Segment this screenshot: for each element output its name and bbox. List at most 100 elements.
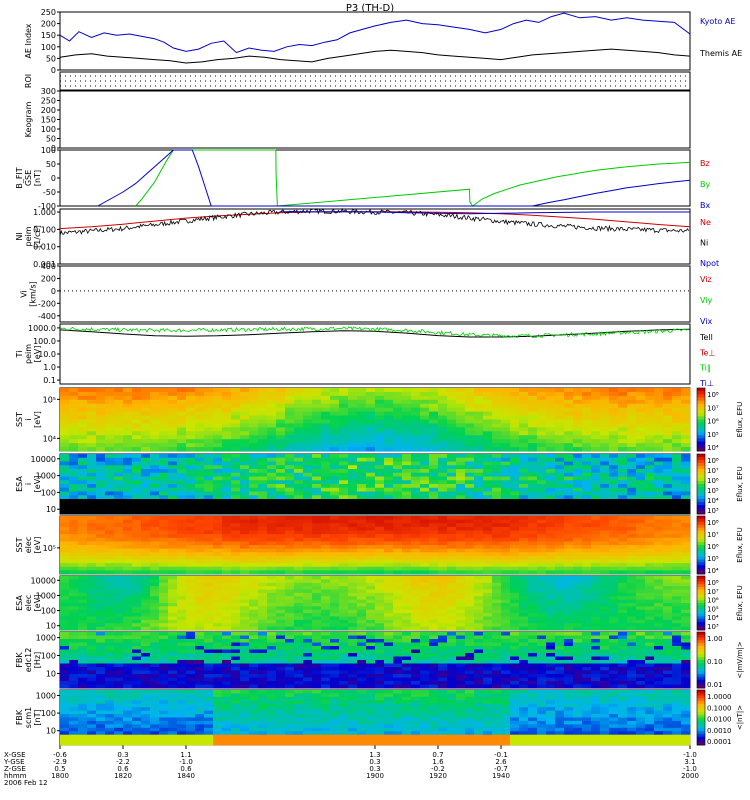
spectrogram-cell xyxy=(447,599,457,604)
spectrogram-cell xyxy=(402,415,412,420)
spectrogram-cell xyxy=(384,599,394,604)
spectrogram-cell xyxy=(636,548,646,553)
spectrogram-cell xyxy=(204,530,214,535)
spectrogram-cell xyxy=(645,626,655,631)
spectrogram-cell xyxy=(231,670,241,675)
spectrogram-cell xyxy=(186,506,196,511)
spectrogram-cell xyxy=(609,548,619,553)
spectrogram-cell xyxy=(420,519,430,524)
spectrogram-cell xyxy=(78,407,88,413)
spectrogram-cell xyxy=(501,586,511,590)
spectrogram-cell xyxy=(222,619,232,624)
spectrogram-cell xyxy=(141,447,151,452)
spectrogram-cell xyxy=(159,476,169,481)
spectrogram-cell xyxy=(348,579,358,584)
spectrogram-cell xyxy=(231,619,241,624)
spectrogram-cell xyxy=(177,447,187,452)
spectrogram-cell xyxy=(105,548,115,553)
spectrogram-cell xyxy=(510,523,520,528)
spectrogram-cell xyxy=(456,403,466,409)
spectrogram-cell xyxy=(330,555,340,560)
spectrogram-cell xyxy=(123,487,133,492)
spectrogram-cell xyxy=(564,537,574,542)
spectrogram-cell xyxy=(474,423,484,428)
spectrogram-cell xyxy=(393,472,403,477)
spectrogram-cell xyxy=(465,447,475,452)
spectrogram-cell xyxy=(447,388,457,393)
spectrogram-cell xyxy=(96,579,106,584)
spectrogram-cell xyxy=(258,616,268,621)
spectrogram-cell xyxy=(69,576,79,580)
spectrogram-cell xyxy=(348,570,358,575)
spectrogram-cell xyxy=(78,606,88,611)
spectrogram-cell xyxy=(492,516,502,521)
spectrogram-cell xyxy=(60,454,70,459)
spectrogram-cell xyxy=(150,495,160,500)
spectrogram-cell xyxy=(645,623,655,628)
spectrogram-cell xyxy=(654,435,664,440)
spectrogram-cell xyxy=(528,606,538,611)
spectrogram-cell xyxy=(267,589,277,594)
spectrogram-cell xyxy=(654,491,664,496)
spectrogram-cell xyxy=(249,523,259,528)
spectrogram-cell xyxy=(150,681,160,685)
spectrogram-cell xyxy=(114,545,124,550)
spectrogram-cell xyxy=(339,523,349,528)
spectrogram-cell xyxy=(366,619,376,624)
spectrogram-cell xyxy=(528,586,538,590)
spectrogram-cell xyxy=(564,457,574,462)
spectrogram-cell xyxy=(492,592,502,597)
spectrogram-cell xyxy=(501,443,511,448)
spectrogram-cell xyxy=(321,399,331,405)
spectrogram-cell xyxy=(231,576,241,580)
spectrogram-cell xyxy=(240,391,250,397)
spectrogram-cell xyxy=(213,606,223,611)
spectrogram-cell xyxy=(501,395,511,401)
spectrogram-cell xyxy=(339,519,349,524)
spectrogram-cell xyxy=(456,626,466,631)
spectrogram-cell xyxy=(231,403,241,409)
spectrogram-cell xyxy=(330,431,340,436)
spectrogram-cell xyxy=(204,616,214,621)
spectrogram-cell xyxy=(159,649,169,654)
spectrogram-cell xyxy=(375,439,385,444)
spectrogram-cell xyxy=(600,534,610,539)
spectrogram-cell xyxy=(456,391,466,397)
spectrogram-cell xyxy=(429,566,439,571)
spectrogram-cell xyxy=(600,439,610,444)
spectrogram-cell xyxy=(303,506,313,511)
spectrogram-cell xyxy=(69,491,79,496)
spectrogram-cell xyxy=(123,599,133,604)
spectrogram-cell xyxy=(402,589,412,594)
spectrogram-cell xyxy=(150,613,160,617)
spectrogram-cell xyxy=(123,403,133,409)
spectrogram-cell xyxy=(393,519,403,524)
spectrogram-cell xyxy=(438,626,448,631)
spectrogram-cell xyxy=(141,484,151,489)
spectrogram-cell xyxy=(636,519,646,524)
spectrogram-cell xyxy=(96,555,106,560)
spectrogram-cell xyxy=(609,395,619,401)
spectrogram-cell xyxy=(681,439,691,444)
spectrogram-cell xyxy=(177,523,187,528)
spectrogram-cell xyxy=(627,495,637,500)
spectrogram-cell xyxy=(591,447,601,452)
spectrogram-cell xyxy=(555,476,565,481)
spectrogram-cell xyxy=(240,570,250,575)
spectrogram-cell xyxy=(375,484,385,489)
spectrogram-cell xyxy=(375,443,385,448)
spectrogram-cell xyxy=(573,469,583,474)
spectrogram-cell xyxy=(60,619,70,624)
spectrogram-cell xyxy=(159,566,169,571)
spectrogram-cell xyxy=(276,576,286,580)
spectrogram-cell xyxy=(582,403,592,409)
spectrogram-cell xyxy=(429,616,439,621)
spectrogram-cell xyxy=(168,395,178,401)
spectrogram-cell xyxy=(159,427,169,432)
spectrogram-cell xyxy=(195,670,205,675)
spectrogram-cell xyxy=(285,623,295,628)
spectrogram-cell xyxy=(429,484,439,489)
spectrogram-cell xyxy=(663,563,673,568)
spectrogram-cell xyxy=(339,626,349,631)
spectrogram-cell xyxy=(591,506,601,511)
